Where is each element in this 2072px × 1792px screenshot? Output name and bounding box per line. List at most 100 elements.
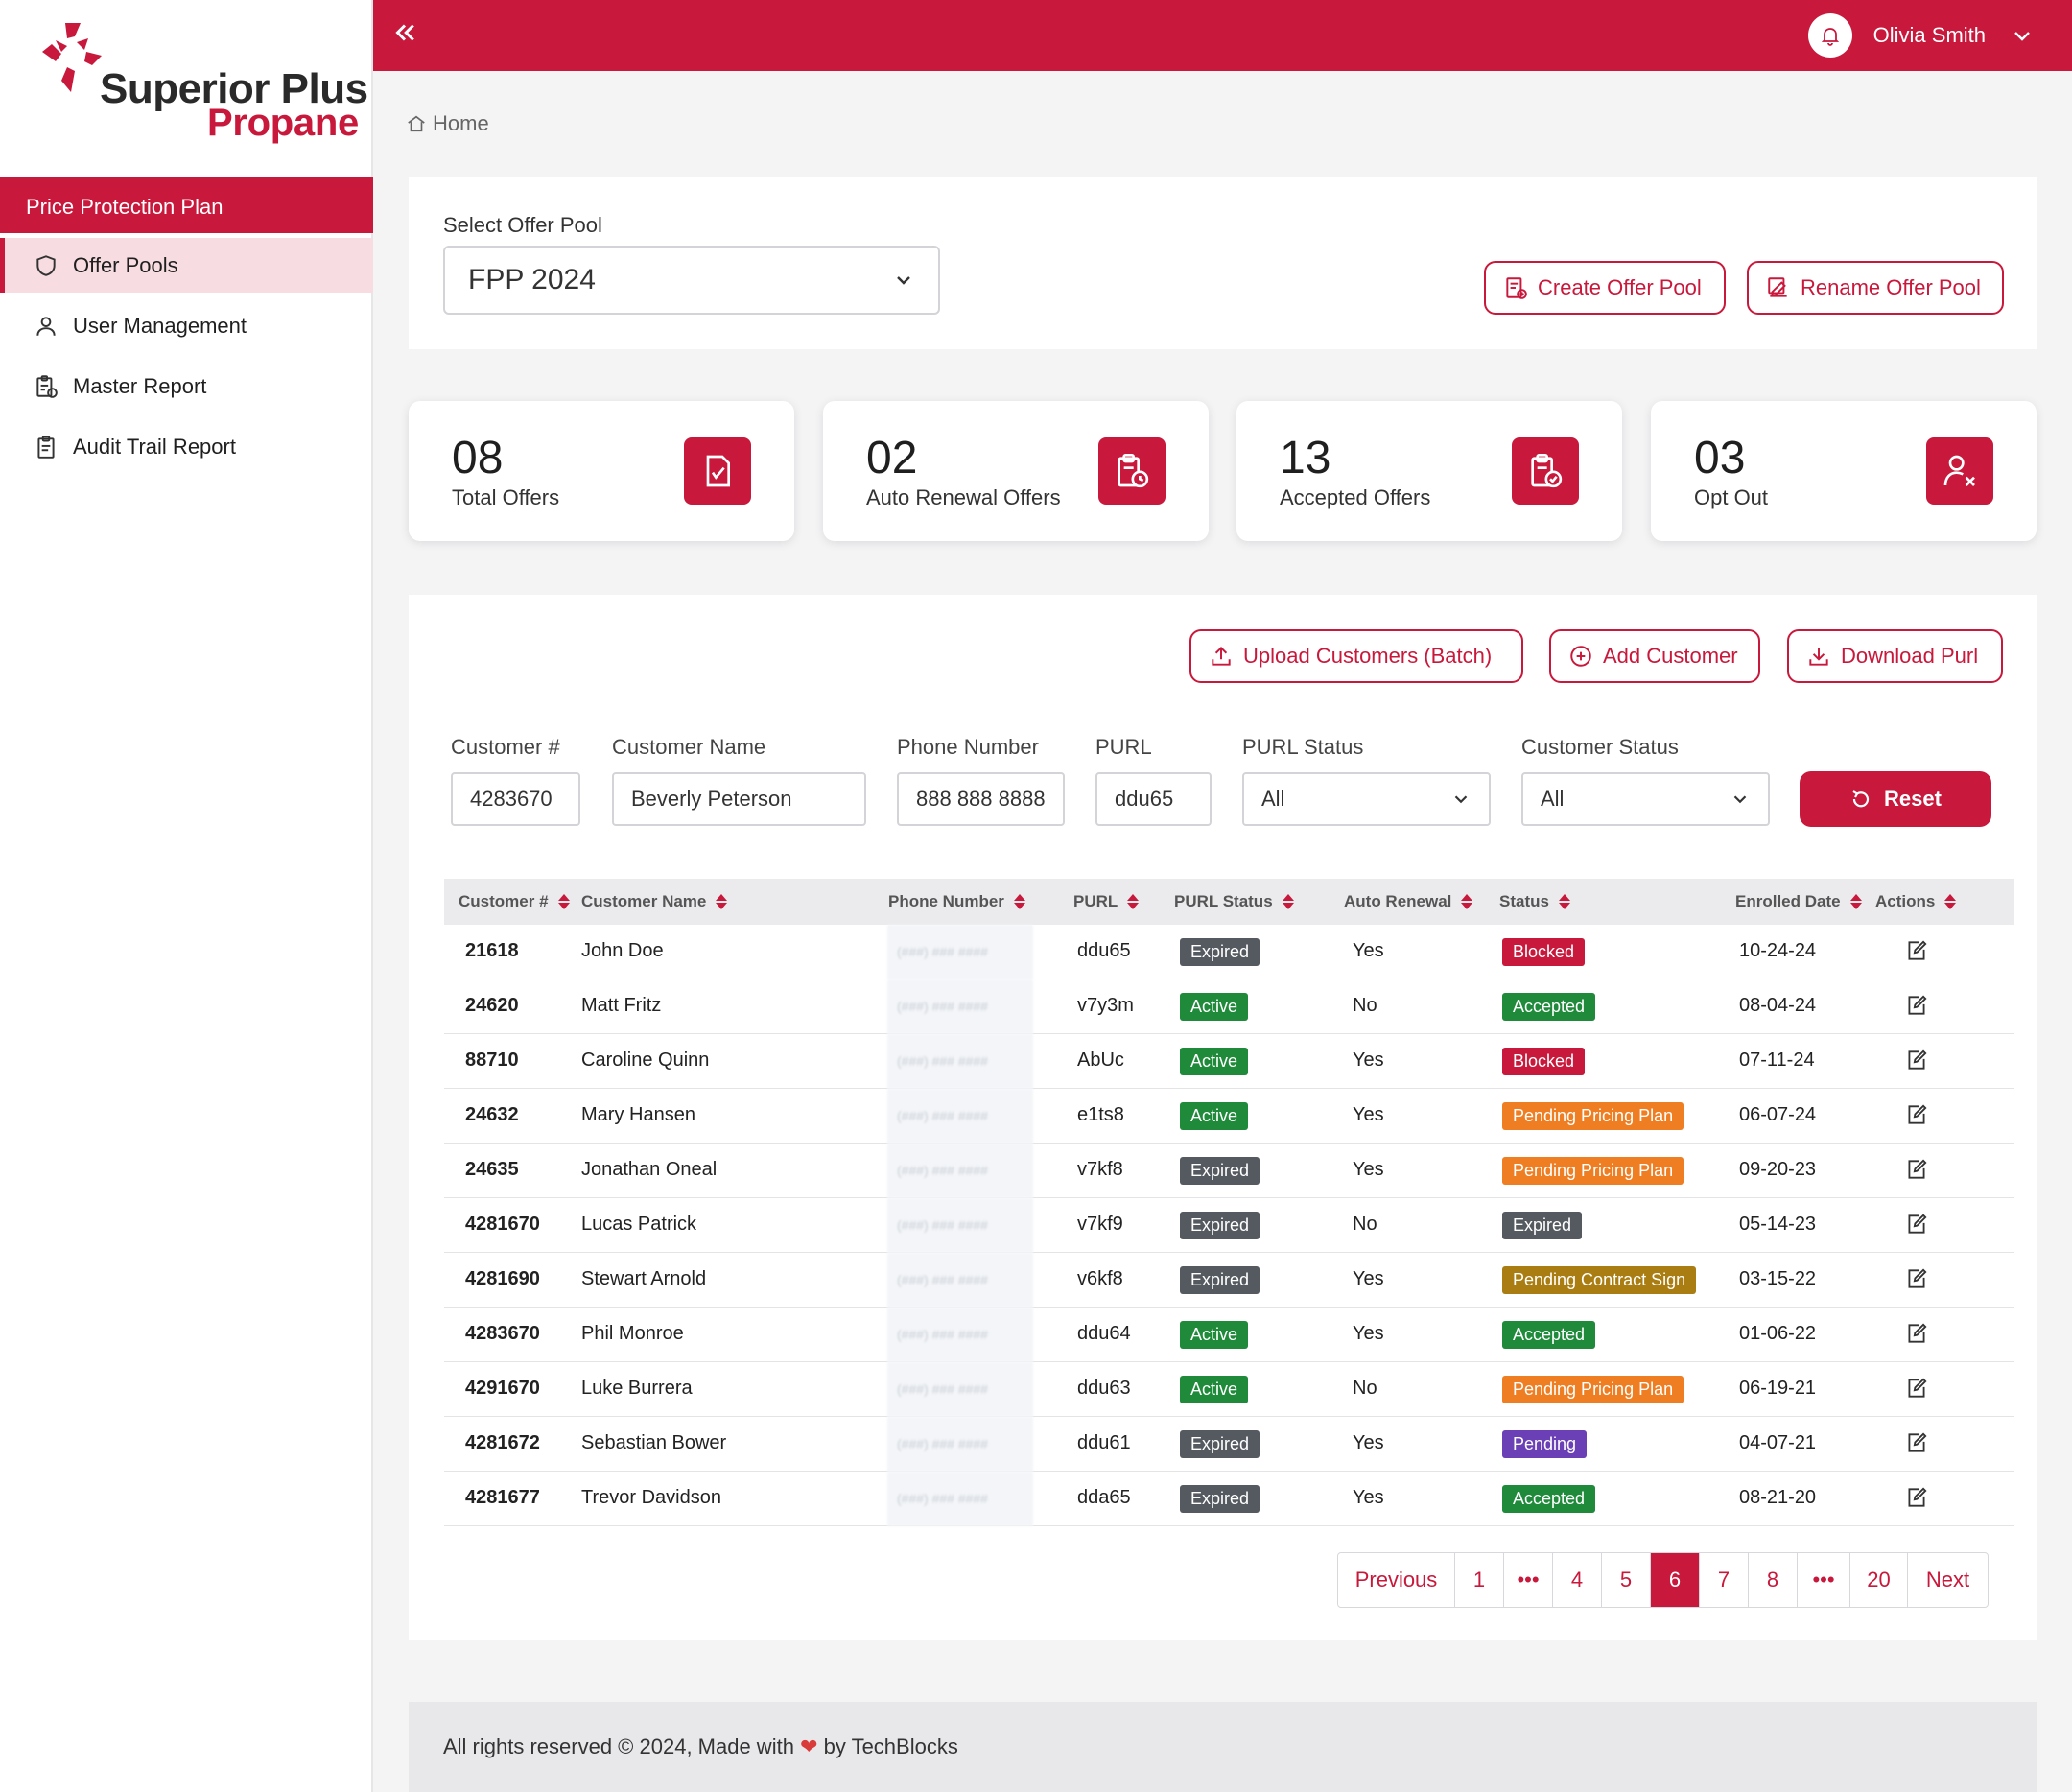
purl-status-value: All <box>1261 787 1285 811</box>
create-offer-pool-button[interactable]: Create Offer Pool <box>1484 261 1726 315</box>
purl-input[interactable]: ddu65 <box>1095 772 1212 826</box>
sidebar-item-offer-pools[interactable]: Offer Pools <box>0 238 373 293</box>
cell-purl: ddu65 <box>1077 940 1131 961</box>
home-icon <box>408 115 425 132</box>
customer-status-select[interactable]: All <box>1521 772 1770 826</box>
cell-auto-renewal: No <box>1353 995 1377 1016</box>
sort-icon[interactable] <box>1127 894 1140 909</box>
refresh-icon <box>1849 788 1872 811</box>
breadcrumb-home[interactable]: Home <box>433 111 489 135</box>
edit-icon[interactable] <box>1904 1048 1931 1074</box>
sort-icon[interactable] <box>1282 894 1294 909</box>
table-row[interactable]: 4281672 Sebastian Bower (###) ### #### ddu6… <box>444 1417 2014 1472</box>
column-header-actions[interactable]: Actions <box>1875 892 1957 911</box>
pagination-previous[interactable]: Previous <box>1338 1553 1455 1607</box>
table-row[interactable]: 88710 Caroline Quinn (###) ### #### AbUc Act… <box>444 1034 2014 1089</box>
sidebar-item-user-management[interactable]: User Management <box>0 298 373 353</box>
edit-icon[interactable] <box>1904 1157 1931 1184</box>
column-header-purl-status[interactable]: PURL Status <box>1174 892 1294 911</box>
clipboard-clock-icon <box>1098 437 1166 505</box>
sort-icon[interactable] <box>1849 894 1862 909</box>
page-ellipsis[interactable]: ••• <box>1798 1553 1850 1607</box>
table-row[interactable]: 24635 Jonathan Oneal (###) ### #### v7kf8 Ex… <box>444 1144 2014 1198</box>
sidebar-item-audit-trail-report[interactable]: Audit Trail Report <box>0 419 373 474</box>
page-button-current[interactable]: 6 <box>1651 1553 1700 1607</box>
cell-customer-name: Mary Hansen <box>581 1104 695 1125</box>
edit-icon[interactable] <box>1904 993 1931 1020</box>
nav-section-price-protection-plan[interactable]: Price Protection Plan <box>0 177 373 233</box>
sidebar-item-label: Offer Pools <box>73 252 178 277</box>
user-menu[interactable]: Olivia Smith <box>1807 13 2036 58</box>
cell-enrolled-date: 03-15-22 <box>1739 1268 1817 1289</box>
cell-customer-no: 24635 <box>465 1159 519 1180</box>
clipboard-icon <box>33 434 59 460</box>
sort-icon[interactable] <box>1013 894 1025 909</box>
edit-icon[interactable] <box>1904 938 1931 965</box>
table-row[interactable]: 4283670 Phil Monroe (###) ### #### ddu64 Act… <box>444 1308 2014 1362</box>
purl-status-badge: Expired <box>1180 1430 1260 1458</box>
pagination-next[interactable]: Next <box>1925 1568 1970 1592</box>
column-header-customer-name[interactable]: Customer Name <box>581 892 728 911</box>
column-header-enrolled-date[interactable]: Enrolled Date <box>1735 892 1862 911</box>
table-row[interactable]: 21618 John Doe (###) ### #### ddu65 Expired Y… <box>444 925 2014 979</box>
edit-icon[interactable] <box>1904 1321 1931 1348</box>
purl-status-select[interactable]: All <box>1242 772 1491 826</box>
edit-icon[interactable] <box>1904 1485 1931 1512</box>
column-label: Actions <box>1875 892 1936 910</box>
download-purl-button[interactable]: Download Purl <box>1787 629 2003 683</box>
table-row[interactable]: 4281690 Stewart Arnold (###) ### #### v6kf8… <box>444 1253 2014 1308</box>
status-badge: Blocked <box>1502 1048 1586 1075</box>
chevron-down-icon[interactable] <box>2011 23 2036 48</box>
table-row[interactable]: 24632 Mary Hansen (###) ### #### e1ts8 Activ… <box>444 1089 2014 1144</box>
page-button[interactable]: 4 <box>1553 1553 1602 1607</box>
customer-name-input[interactable]: Beverly Peterson <box>612 772 866 826</box>
edit-icon[interactable] <box>1904 1376 1931 1403</box>
heart-icon: ❤ <box>800 1734 818 1758</box>
column-header-auto-renewal[interactable]: Auto Renewal <box>1344 892 1473 911</box>
page-button[interactable]: 8 <box>1749 1553 1798 1607</box>
column-header-purl[interactable]: PURL <box>1073 892 1140 911</box>
sort-icon[interactable] <box>1944 894 1957 909</box>
table-row[interactable]: 4281677 Trevor Davidson (###) ### #### dda6… <box>444 1472 2014 1526</box>
column-label: Auto Renewal <box>1344 892 1452 910</box>
stat-card-auto-renewal-offers: 02 Auto Renewal Offers <box>823 401 1209 541</box>
edit-icon[interactable] <box>1904 1266 1931 1293</box>
chevron-down-icon <box>1733 795 1747 804</box>
sort-icon[interactable] <box>1558 894 1570 909</box>
sidebar-item-master-report[interactable]: Master Report <box>0 359 373 413</box>
rename-offer-pool-label: Rename Offer Pool <box>1801 275 1981 299</box>
edit-icon[interactable] <box>1904 1430 1931 1457</box>
table-row[interactable]: 4281670 Lucas Patrick (###) ### #### v7kf9 E… <box>444 1198 2014 1253</box>
cell-purl: v7kf8 <box>1077 1159 1123 1180</box>
page-button[interactable]: 1 <box>1455 1553 1504 1607</box>
page-ellipsis[interactable]: ••• <box>1504 1553 1553 1607</box>
phone-number-input[interactable]: 888 888 8888 <box>897 772 1065 826</box>
page-button[interactable]: 5 <box>1602 1553 1651 1607</box>
page-button[interactable]: 7 <box>1700 1553 1749 1607</box>
table-row[interactable]: 4291670 Luke Burrera (###) ### #### ddu63 Ac… <box>444 1362 2014 1417</box>
status-badge: Accepted <box>1502 1485 1596 1513</box>
collapse-sidebar-icon[interactable] <box>390 18 425 53</box>
notification-bell-icon[interactable] <box>1807 13 1852 58</box>
table-row[interactable]: 24620 Matt Fritz (###) ### #### v7y3m Active… <box>444 979 2014 1034</box>
reset-button[interactable]: Reset <box>1800 771 1991 827</box>
page-button[interactable]: 20 <box>1850 1553 1908 1607</box>
superior-plus-logo[interactable]: Superior Plus Propane <box>42 23 368 148</box>
column-header-customer-no[interactable]: Customer # <box>459 892 570 911</box>
download-icon <box>1806 644 1831 669</box>
column-header-status[interactable]: Status <box>1499 892 1570 911</box>
cell-customer-no: 21618 <box>465 940 519 961</box>
offer-pool-select[interactable]: FPP 2024 <box>443 246 940 315</box>
sort-icon[interactable] <box>557 894 570 909</box>
status-badge: Pending <box>1502 1430 1588 1458</box>
top-bar: Olivia Smith <box>373 0 2072 71</box>
customer-no-input[interactable]: 4283670 <box>451 772 580 826</box>
rename-offer-pool-button[interactable]: Rename Offer Pool <box>1747 261 2004 315</box>
add-customer-button[interactable]: Add Customer <box>1549 629 1760 683</box>
upload-customers-button[interactable]: Upload Customers (Batch) <box>1189 629 1523 683</box>
edit-icon[interactable] <box>1904 1102 1931 1129</box>
sort-icon[interactable] <box>716 894 728 909</box>
column-header-phone-number[interactable]: Phone Number <box>888 892 1025 911</box>
edit-icon[interactable] <box>1904 1212 1931 1238</box>
sort-icon[interactable] <box>1461 894 1473 909</box>
